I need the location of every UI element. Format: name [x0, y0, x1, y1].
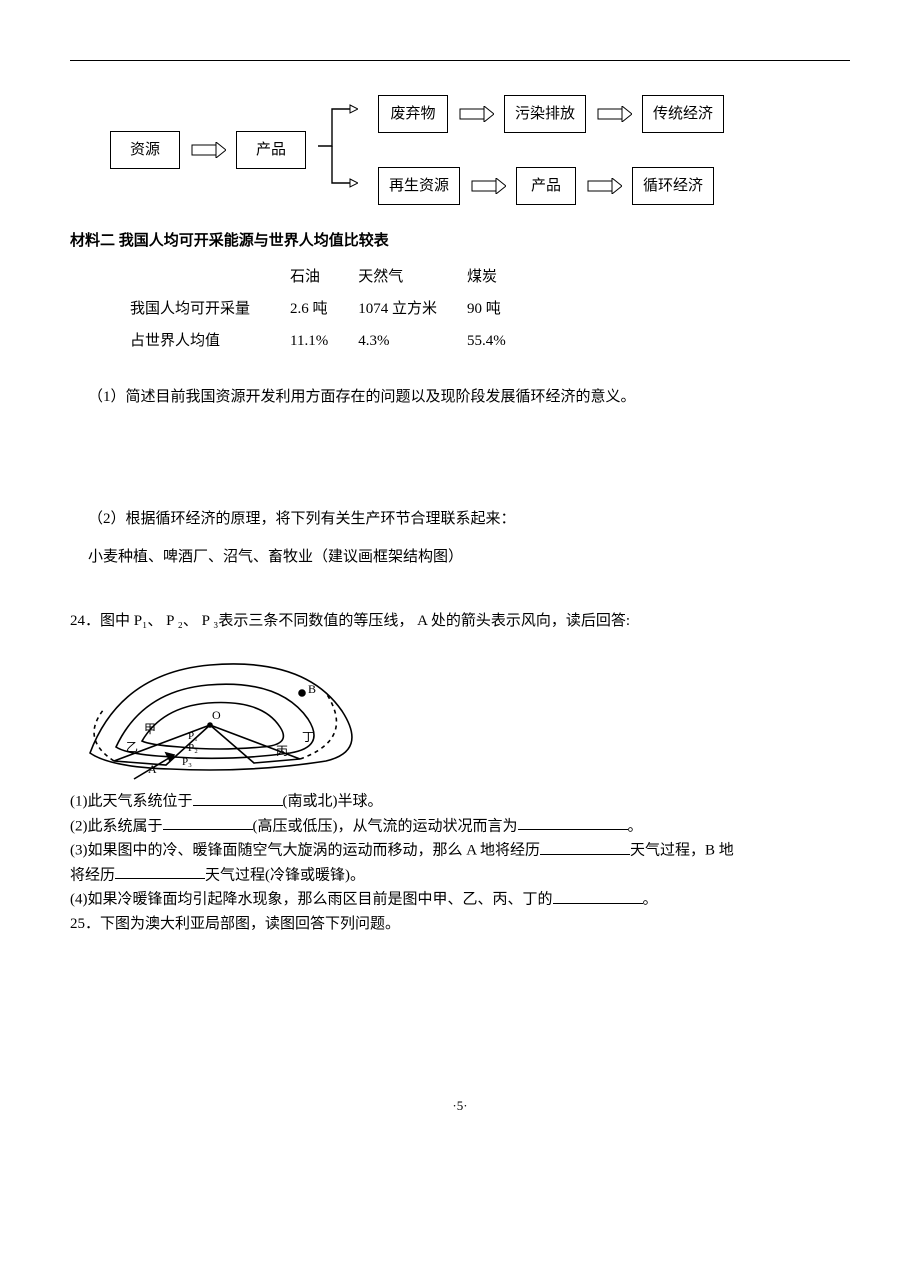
question-24-3-line2: 将经历 天气过程(冷锋或暖锋)。 — [70, 863, 850, 888]
arrow-icon — [586, 178, 622, 194]
table-cell: 占世界人均值 — [130, 325, 290, 357]
table-cell: 2.6 吨 — [290, 293, 358, 325]
q24-2-a: (2)此系统属于 — [70, 818, 163, 834]
flow-box-product2: 产品 — [516, 167, 576, 205]
q24-1-a: (1)此天气系统位于 — [70, 794, 193, 810]
question-2a: （2）根据循环经济的原理，将下列有关生产环节合理联系起来： — [88, 507, 850, 531]
svg-text:丁: 丁 — [302, 730, 314, 744]
table-cell: 11.1% — [290, 325, 358, 357]
blank-input[interactable] — [540, 838, 630, 855]
blank-input[interactable] — [115, 863, 205, 880]
q24-4-b: 。 — [643, 892, 658, 908]
svg-text:丙: 丙 — [276, 744, 288, 758]
question-24-3: (3)如果图中的冷、暖锋面随空气大旋涡的运动而移动，那么 A 地将经历 天气过程，… — [70, 838, 850, 863]
table-cell: 90 吨 — [467, 293, 536, 325]
pressure-diagram: O B 甲 乙 丙 丁 P₁ P₂ P₃ A — [70, 643, 380, 783]
svg-text:甲: 甲 — [144, 722, 156, 736]
q24-3-b: 天气过程，B 地 — [630, 843, 734, 859]
question-25: 25．下图为澳大利亚局部图，读图回答下列问题。 — [70, 912, 850, 936]
blank-input[interactable] — [163, 814, 253, 831]
q24-1-b: (南或北)半球。 — [283, 794, 383, 810]
svg-text:B: B — [308, 682, 316, 696]
q24-3-c: 天气过程(冷锋或暖锋)。 — [205, 867, 365, 883]
table-header: 煤炭 — [467, 261, 536, 293]
split-connector-icon — [318, 91, 358, 209]
blank-input[interactable] — [553, 887, 643, 904]
q24-2-c: 。 — [628, 818, 643, 834]
flowchart-economy: 资源 产品 废弃物 污染排放 传统经济 再生资源 — [110, 91, 850, 209]
table-header — [130, 261, 290, 293]
blank-input[interactable] — [518, 814, 628, 831]
svg-text:P₃: P₃ — [182, 756, 192, 768]
svg-text:A: A — [148, 762, 157, 776]
flow-box-pollution: 污染排放 — [504, 95, 586, 133]
q24-2-b: (高压或低压)，从气流的运动状况而言为 — [253, 818, 518, 834]
table-cell: 55.4% — [467, 325, 536, 357]
question-2b: 小麦种植、啤酒厂、沼气、畜牧业（建议画框架结构图） — [88, 545, 850, 569]
flow-box-waste: 废弃物 — [378, 95, 448, 133]
arrow-icon — [458, 106, 494, 122]
flow-bottom-branch: 再生资源 产品 循环经济 — [378, 167, 724, 205]
flow-box-recycle: 再生资源 — [378, 167, 460, 205]
table-row: 石油 天然气 煤炭 — [130, 261, 536, 293]
flow-box-resource: 资源 — [110, 131, 180, 169]
arrow-icon — [596, 106, 632, 122]
flow-box-product: 产品 — [236, 131, 306, 169]
page-top-rule — [70, 60, 850, 61]
table-header: 石油 — [290, 261, 358, 293]
q24-3-b2: 将经历 — [70, 867, 115, 883]
flow-box-traditional: 传统经济 — [642, 95, 724, 133]
table-header: 天然气 — [358, 261, 467, 293]
page-number: ·5· — [70, 1096, 850, 1117]
svg-text:乙: 乙 — [126, 740, 138, 754]
table-cell: 1074 立方米 — [358, 293, 467, 325]
question-24-stem: 24．图中 P₁、 P ₂、 P ₃表示三条不同数值的等压线， A 处的箭头表示… — [70, 609, 850, 633]
arrow-icon — [470, 178, 506, 194]
section2-title: 材料二 我国人均可开采能源与世界人均值比较表 — [70, 229, 850, 253]
svg-text:P₁: P₁ — [188, 730, 198, 742]
energy-table: 石油 天然气 煤炭 我国人均可开采量 2.6 吨 1074 立方米 90 吨 占… — [130, 261, 536, 357]
table-cell: 4.3% — [358, 325, 467, 357]
question-1: （1）简述目前我国资源开发利用方面存在的问题以及现阶段发展循环经济的意义。 — [88, 385, 850, 409]
table-cell: 我国人均可开采量 — [130, 293, 290, 325]
q24-4-a: (4)如果冷暖锋面均引起降水现象，那么雨区目前是图中甲、乙、丙、丁的 — [70, 892, 553, 908]
flow-top-branch: 废弃物 污染排放 传统经济 — [378, 95, 724, 133]
q24-3-a: (3)如果图中的冷、暖锋面随空气大旋涡的运动而移动，那么 A 地将经历 — [70, 843, 540, 859]
table-row: 我国人均可开采量 2.6 吨 1074 立方米 90 吨 — [130, 293, 536, 325]
blank-input[interactable] — [193, 789, 283, 806]
arrow-icon — [190, 142, 226, 158]
svg-text:P₂: P₂ — [188, 742, 198, 754]
svg-text:O: O — [212, 708, 221, 722]
question-24-1: (1)此天气系统位于 (南或北)半球。 — [70, 789, 850, 814]
flow-box-circular: 循环经济 — [632, 167, 714, 205]
question-24-2: (2)此系统属于 (高压或低压)，从气流的运动状况而言为 。 — [70, 814, 850, 839]
question-24-4: (4)如果冷暖锋面均引起降水现象，那么雨区目前是图中甲、乙、丙、丁的 。 — [70, 887, 850, 912]
table-row: 占世界人均值 11.1% 4.3% 55.4% — [130, 325, 536, 357]
